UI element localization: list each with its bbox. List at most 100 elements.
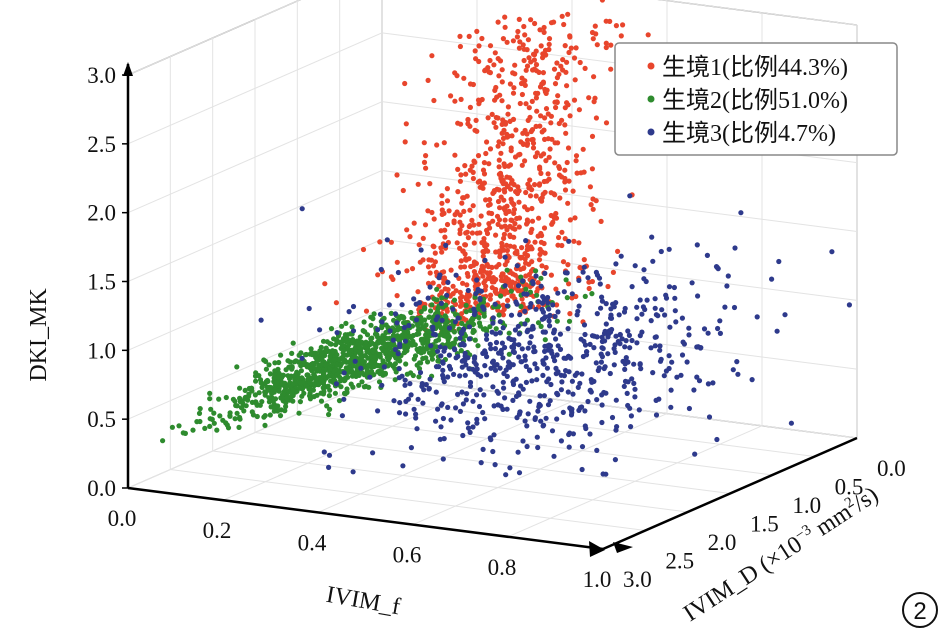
data-point [536,182,543,188]
data-point [631,361,637,367]
data-point [590,36,596,42]
data-point [518,139,524,145]
data-point [500,302,506,308]
data-point [523,101,529,107]
data-point [549,221,555,227]
data-point [480,304,486,310]
data-point [453,272,459,278]
data-point [366,384,372,390]
data-point [369,368,375,374]
data-point [556,120,562,127]
data-point [639,311,645,317]
data-point [537,251,543,257]
data-point [562,187,569,193]
data-point [505,104,511,110]
data-point [407,234,413,240]
data-point [596,365,602,371]
data-point [476,315,482,321]
data-point [528,301,534,307]
data-point [287,376,293,382]
data-point [524,142,530,148]
data-point [686,325,692,331]
data-point [438,424,444,430]
data-point [403,398,409,404]
data-point [458,348,464,354]
data-point [406,334,412,340]
data-point [487,225,493,231]
data-point [592,23,598,29]
data-point [458,121,464,127]
data-point [594,42,600,48]
data-point [242,387,248,393]
data-point [444,186,450,192]
data-point [608,42,614,48]
data-point [489,285,495,291]
data-point [487,324,493,330]
data-point [237,414,243,421]
data-point [462,353,468,359]
data-point [516,331,522,337]
data-point [421,387,427,393]
data-point [497,330,503,336]
data-point [489,329,495,335]
data-point [403,121,409,127]
data-point [559,242,565,249]
data-point [304,372,310,378]
data-point [377,239,383,245]
data-point [583,425,589,432]
data-point [473,291,479,297]
data-point [463,230,469,236]
data-point [470,175,476,182]
data-point [589,133,596,139]
data-point [599,298,606,304]
data-point [520,42,526,48]
data-point [450,283,456,289]
data-point [422,222,429,228]
data-point [433,389,439,395]
data-point [318,362,324,368]
data-point [469,217,475,223]
data-point [429,356,435,362]
data-point [632,386,638,392]
data-point [551,66,558,72]
data-point [359,379,365,385]
data-point [442,286,448,292]
data-point [434,142,440,148]
data-point [588,202,594,208]
data-point [516,342,522,348]
data-point [510,397,516,403]
data-point [529,205,535,212]
data-point [489,111,495,117]
data-point [507,465,513,471]
data-point [360,246,367,253]
data-point [282,388,288,394]
data-point [585,275,591,281]
data-point [684,359,690,365]
data-point [442,328,448,334]
data-point [493,290,499,296]
y-tick-label: 2.5 [665,549,694,574]
data-point [497,365,503,371]
data-point [509,293,515,299]
data-point [442,234,448,240]
data-point [388,239,394,245]
data-point [500,36,506,42]
data-point [480,446,486,452]
data-point [509,177,515,184]
data-point [488,292,494,298]
data-point [505,297,511,303]
data-point [442,227,448,233]
data-point [603,321,609,327]
data-point [462,251,468,257]
data-point [543,264,549,271]
data-point [571,55,578,61]
data-point [441,436,447,442]
data-point [580,269,586,275]
data-point [438,245,444,251]
data-point [486,69,492,75]
data-point [473,362,479,368]
data-point [493,264,499,270]
data-point [580,146,586,152]
data-point [457,335,463,341]
data-point [446,325,453,331]
